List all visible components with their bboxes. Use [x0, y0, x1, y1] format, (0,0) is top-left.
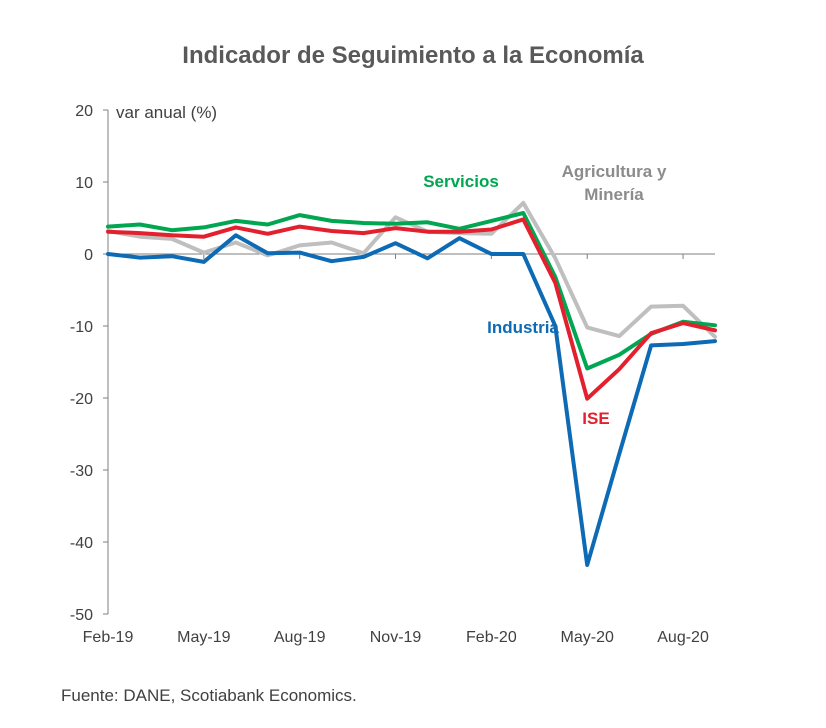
source-note: Fuente: DANE, Scotiabank Economics.	[61, 686, 357, 705]
line-chart: 20 10 0 -10 -20 -30 -40 -50 Feb-19 May-19 Aug-19 N…	[70, 103, 717, 646]
x-tick-label: Nov-19	[370, 629, 422, 646]
x-tick-label: Feb-20	[466, 629, 517, 646]
series-label-ise: ISE	[582, 409, 609, 428]
series-label-industria: Industria	[487, 318, 559, 337]
y-tick-label: 10	[75, 175, 93, 192]
x-tick-label: Feb-19	[83, 629, 134, 646]
y-tick-label: -20	[70, 391, 93, 408]
series-lines	[106, 200, 717, 567]
y-tick-label: -10	[70, 319, 93, 336]
series-label-agricultura-y-miner-a: Agricultura y Minería	[562, 162, 667, 204]
y-tick-label: 20	[75, 103, 93, 120]
y-tick-labels: 20 10 0 -10 -20 -30 -40 -50	[70, 103, 93, 624]
x-tick-label: May-20	[561, 629, 614, 646]
y-tick-label: -30	[70, 463, 93, 480]
y-tick-label: -50	[70, 607, 93, 624]
chart-title: Indicador de Seguimiento a la Economía	[182, 42, 644, 69]
y-tick-label: 0	[84, 247, 93, 264]
x-tick-label: May-19	[177, 629, 230, 646]
y-axis-label: var anual (%)	[116, 103, 217, 122]
series-label-servicios: Servicios	[423, 172, 499, 191]
series-labels: Agricultura y Minería Servicios ISE Industri…	[423, 162, 667, 428]
x-tick-label: Aug-19	[274, 629, 326, 646]
x-tick-labels: Feb-19 May-19 Aug-19 Nov-19 Feb-20 May-20 Aug-…	[83, 629, 709, 646]
series-line-servicios	[106, 211, 717, 371]
series-line-industria	[106, 233, 717, 567]
y-tick-label: -40	[70, 535, 93, 552]
x-tick-label: Aug-20	[657, 629, 709, 646]
series-line-ise	[106, 217, 717, 401]
